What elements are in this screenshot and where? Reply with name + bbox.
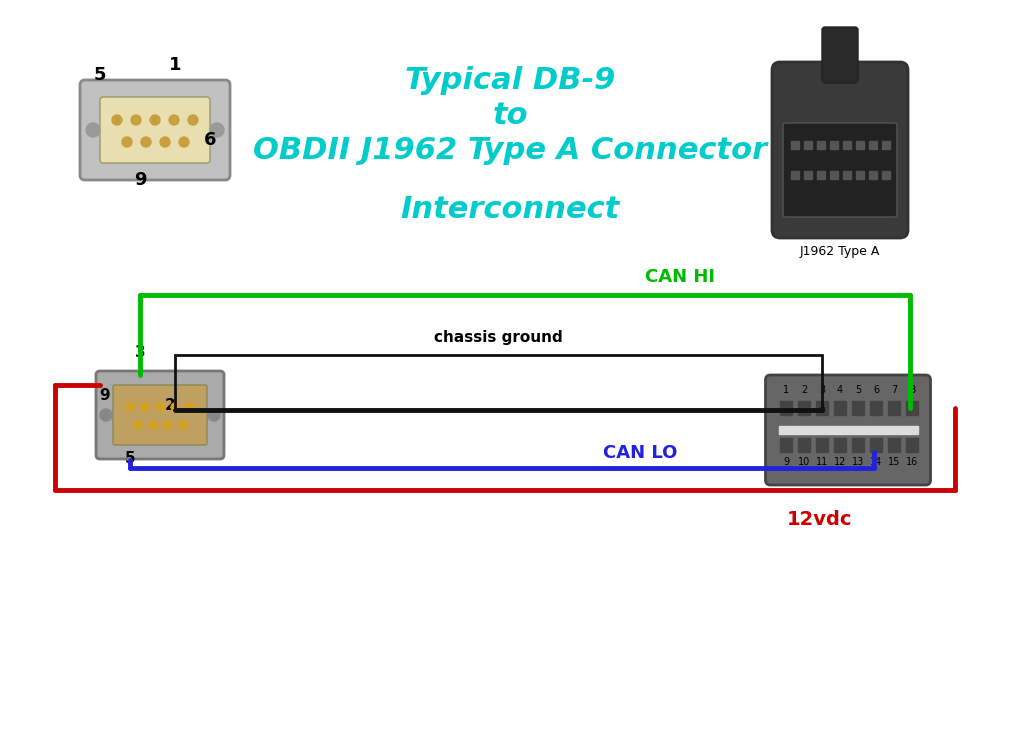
Text: CAN HI: CAN HI xyxy=(645,268,715,286)
Text: 6: 6 xyxy=(204,131,216,149)
Bar xyxy=(791,141,799,149)
Bar xyxy=(816,401,828,415)
Bar xyxy=(778,426,918,434)
Text: 3: 3 xyxy=(819,385,825,395)
Circle shape xyxy=(156,403,164,411)
Bar xyxy=(780,438,792,452)
Circle shape xyxy=(171,403,179,411)
Bar xyxy=(817,141,825,149)
Circle shape xyxy=(210,123,224,137)
Circle shape xyxy=(188,115,198,125)
Circle shape xyxy=(150,115,160,125)
Text: Interconnect: Interconnect xyxy=(400,195,620,224)
Bar xyxy=(830,141,838,149)
Bar xyxy=(804,141,812,149)
Text: CAN LO: CAN LO xyxy=(603,444,677,462)
Circle shape xyxy=(164,421,172,429)
Text: to: to xyxy=(493,101,527,130)
FancyBboxPatch shape xyxy=(96,371,224,459)
Text: 2: 2 xyxy=(801,385,807,395)
Bar xyxy=(856,171,864,179)
Bar xyxy=(870,401,882,415)
Circle shape xyxy=(179,137,189,147)
Bar xyxy=(870,438,882,452)
Text: 9: 9 xyxy=(99,388,111,403)
Bar xyxy=(817,171,825,179)
Text: 6: 6 xyxy=(872,385,879,395)
Text: 1: 1 xyxy=(169,56,181,74)
Bar xyxy=(882,141,890,149)
Bar xyxy=(830,171,838,179)
Text: OBDII J1962 Type A Connector: OBDII J1962 Type A Connector xyxy=(253,136,767,165)
Bar xyxy=(834,438,846,452)
Circle shape xyxy=(160,137,170,147)
FancyBboxPatch shape xyxy=(766,375,931,485)
Circle shape xyxy=(122,137,132,147)
Bar xyxy=(869,141,877,149)
Bar xyxy=(834,401,846,415)
FancyBboxPatch shape xyxy=(100,97,210,163)
Circle shape xyxy=(208,409,220,421)
FancyBboxPatch shape xyxy=(113,385,207,445)
Circle shape xyxy=(131,115,141,125)
Bar xyxy=(804,171,812,179)
Bar xyxy=(888,438,900,452)
Bar xyxy=(791,171,799,179)
Bar xyxy=(906,401,918,415)
Bar xyxy=(869,171,877,179)
Text: 8: 8 xyxy=(909,385,915,395)
Bar xyxy=(780,401,792,415)
Text: 7: 7 xyxy=(891,385,897,395)
Bar xyxy=(798,438,810,452)
Bar xyxy=(175,355,822,410)
Text: 9: 9 xyxy=(783,457,790,467)
Text: 13: 13 xyxy=(852,457,864,467)
Text: 16: 16 xyxy=(906,457,919,467)
FancyBboxPatch shape xyxy=(822,27,858,83)
Text: 4: 4 xyxy=(837,385,843,395)
Circle shape xyxy=(141,403,150,411)
Text: 9: 9 xyxy=(134,171,146,189)
Text: 10: 10 xyxy=(798,457,810,467)
Circle shape xyxy=(100,409,112,421)
Bar xyxy=(906,438,918,452)
Circle shape xyxy=(179,421,187,429)
Text: 11: 11 xyxy=(816,457,828,467)
Text: 5: 5 xyxy=(125,451,135,466)
Circle shape xyxy=(86,123,100,137)
FancyBboxPatch shape xyxy=(783,123,897,217)
FancyBboxPatch shape xyxy=(80,80,230,180)
Bar xyxy=(843,141,851,149)
Text: 12: 12 xyxy=(834,457,846,467)
Bar xyxy=(852,401,864,415)
Text: J1962 Type A: J1962 Type A xyxy=(800,245,881,258)
Text: 3: 3 xyxy=(135,345,145,360)
Circle shape xyxy=(112,115,122,125)
Bar xyxy=(856,141,864,149)
Bar xyxy=(852,438,864,452)
Circle shape xyxy=(141,137,151,147)
Text: 12vdc: 12vdc xyxy=(787,510,853,529)
Text: 1: 1 xyxy=(783,385,790,395)
Circle shape xyxy=(169,115,179,125)
Bar xyxy=(798,401,810,415)
Text: 5: 5 xyxy=(94,66,106,84)
Text: 5: 5 xyxy=(855,385,861,395)
Bar xyxy=(888,401,900,415)
Bar xyxy=(816,438,828,452)
Text: 14: 14 xyxy=(869,457,882,467)
Bar xyxy=(843,171,851,179)
Text: chassis ground: chassis ground xyxy=(434,330,563,345)
Circle shape xyxy=(134,421,142,429)
Text: Typical DB-9: Typical DB-9 xyxy=(404,66,615,95)
FancyBboxPatch shape xyxy=(772,62,908,238)
Circle shape xyxy=(150,421,157,429)
Text: 2: 2 xyxy=(165,398,175,413)
Circle shape xyxy=(186,403,194,411)
Text: 15: 15 xyxy=(888,457,900,467)
Bar xyxy=(882,171,890,179)
Circle shape xyxy=(126,403,134,411)
